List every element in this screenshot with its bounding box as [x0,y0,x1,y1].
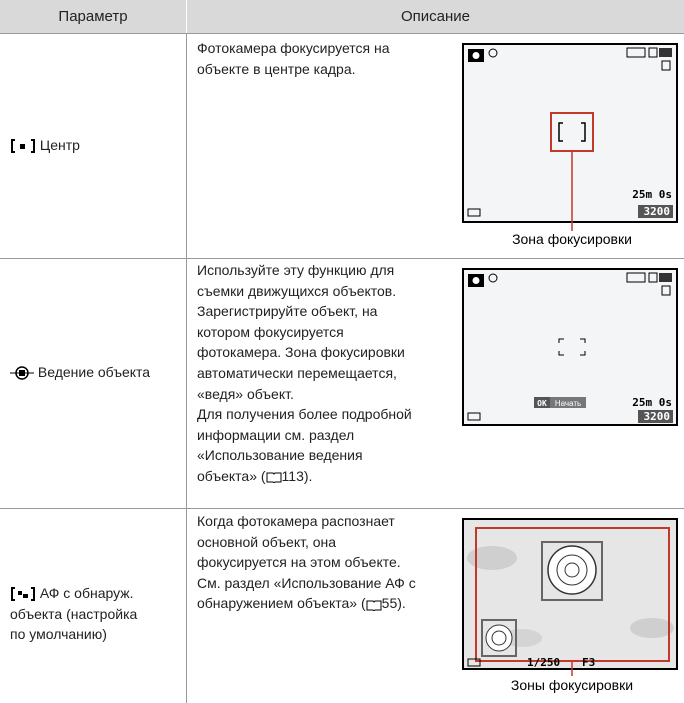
description-line: фотокамера. Зона фокусировки [197,344,405,361]
af-detect-icon [11,587,35,602]
header-description: Описание [187,0,684,33]
callout: Зоны фокусировки [511,677,633,693]
description-line: обнаружением объекта» ( 55). [197,593,406,614]
description-line: Используйте эту функцию для [197,262,395,278]
aperture: F3 [582,656,595,669]
book-icon [266,472,282,484]
book-icon [366,600,382,611]
tracking-icon [10,366,34,381]
param-text: АФ с обнаруж. [39,585,134,601]
reference-after: ). [397,595,406,612]
column-divider [186,33,187,703]
af-center-icon [11,139,35,154]
param: АФ с обнаруж. [10,583,134,604]
exposure-count: 3200 [644,205,671,218]
description-line: «ведя» объект. [197,385,294,402]
description-line: автоматически перемещается, [197,365,397,381]
param-text: Ведение объекта [37,364,151,380]
param: объекта (настройка [10,605,138,622]
description-line: фокусируется на этом объекте. [197,554,401,571]
param: по умолчанию) [10,626,107,643]
shutter-speed: 1/250 [527,656,560,669]
description-line: Когда фотокамера распознает [197,513,395,529]
row-divider [0,258,684,259]
description-line: «Использование ведения [197,447,363,464]
reference-before: объекта» ( [197,468,266,484]
camera-screen: 1/250 F3 Зоны фокусировки [462,518,678,693]
header-param: Параметр [0,0,186,33]
param: Ведение объекта [10,362,150,383]
param: Центр [10,135,80,156]
description-line: См. раздел «Использование АФ с [197,574,416,591]
reference-before: обнаружением объекта» ( [197,595,366,612]
reference-page: 113 [281,468,304,484]
description-line: Зарегистрируйте объект, на [197,303,378,320]
description-line: съемки движущихся объектов. [197,282,397,299]
reference-after: ). [303,468,313,484]
description-line: основной объект, она [197,533,337,550]
description-line: Фотокамера фокусируется на [197,40,390,56]
camera-screen: 25m 0s 3200 Зона фокусировки [462,43,678,247]
description-line: информации см. раздел [197,426,355,443]
ok-button: OK [537,399,547,408]
param-text: Центр [39,137,80,153]
start-label: Начать [555,399,581,408]
reference-page: 55 [381,595,398,612]
row-divider [0,508,684,509]
remaining-time: 25m 0s [632,188,672,201]
description-line: объекта» ( 113). [197,466,312,487]
camera-screen: OK Начать 25m 0s 3200 [462,268,678,426]
callout: Зона фокусировки [512,231,632,247]
remaining-time: 25m 0s [632,396,672,409]
row-divider [0,33,684,34]
description-line: Для получения более подробной [197,406,412,423]
description-line: котором фокусируется [197,323,344,340]
exposure-count: 3200 [644,410,671,423]
description-line: объекте в центре кадра. [197,60,356,77]
